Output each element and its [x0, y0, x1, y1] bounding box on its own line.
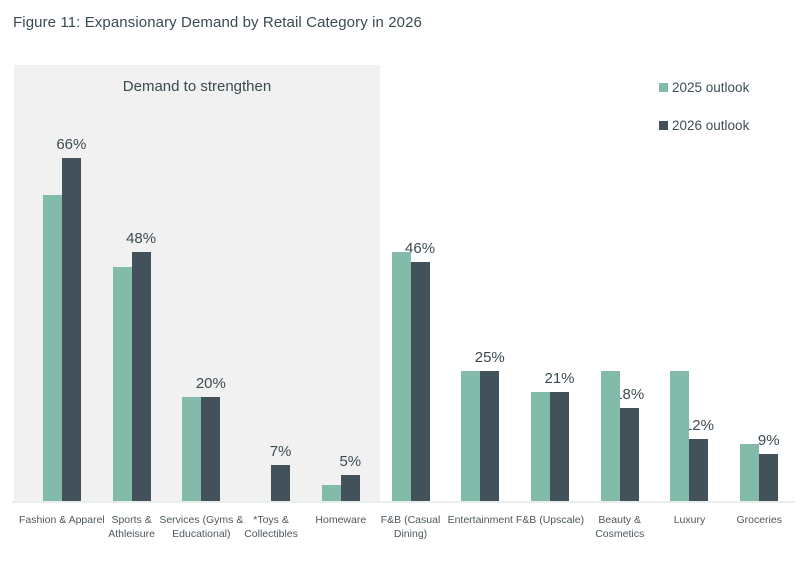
legend-swatch-icon — [659, 83, 668, 92]
bar-pair — [391, 252, 430, 501]
bar-group: 7% — [236, 65, 306, 501]
category-label: Entertainment — [447, 514, 513, 526]
category-label: Luxury — [673, 514, 706, 526]
value-label-2026: 5% — [339, 453, 362, 470]
figure-title: Figure 11: Expansionary Demand by Retail… — [13, 14, 422, 31]
bar-2025-outlook — [600, 371, 620, 501]
category-cell: Groceries — [724, 514, 794, 554]
bar-2026-outlook — [340, 475, 360, 501]
bar-2026-outlook — [480, 371, 500, 501]
x-axis-category-labels: Fashion & Apparel Sports & Athleisure Serv… — [19, 514, 794, 554]
category-cell: Sports & Athleisure — [97, 514, 167, 554]
bar-pair — [252, 465, 291, 501]
bar-2025-outlook — [740, 444, 760, 501]
plot-area: 66% 48% 20% 7% 5% 46% 25% 21% 18% 12% 9% — [27, 65, 794, 501]
bar-group: 5% — [306, 65, 376, 501]
chart-legend: 2025 outlook 2026 outlook — [659, 80, 749, 156]
annotation-box-label: Demand to strengthen — [122, 78, 272, 95]
bar-pair — [531, 392, 569, 501]
bar-2025-outlook — [112, 267, 132, 501]
value-label-2026: 66% — [56, 136, 87, 153]
bar-2026-outlook — [271, 465, 291, 501]
category-cell: Entertainment — [445, 514, 515, 554]
bar-pair — [461, 371, 500, 501]
bar-pair — [321, 475, 360, 501]
bar-2026-outlook — [689, 439, 709, 501]
category-cell: Luxury — [655, 514, 725, 554]
value-label-2026: 20% — [195, 375, 226, 392]
value-label-2026: 18% — [614, 386, 645, 403]
bar-group: 9% — [724, 65, 794, 501]
bar-pair — [182, 397, 221, 501]
category-label: F&B (Upscale) — [515, 514, 585, 526]
bar-pair — [600, 371, 639, 501]
bar-2026-outlook — [201, 397, 221, 501]
bar-2026-outlook — [61, 158, 81, 501]
bar-pair — [112, 252, 151, 501]
category-label: *Toys & Collectibles — [244, 514, 298, 540]
category-cell: F&B (Casual Dining) — [376, 514, 446, 554]
bar-group: 18% — [585, 65, 655, 501]
category-label: Groceries — [736, 514, 782, 526]
legend-item-2025-outlook: 2025 outlook — [659, 80, 749, 95]
bar-2025-outlook — [182, 397, 202, 501]
bar-2026-outlook — [759, 454, 779, 501]
value-label-2026: 46% — [405, 240, 436, 257]
bar-2025-outlook — [391, 252, 411, 501]
category-cell: Fashion & Apparel — [19, 514, 105, 554]
bar-group: 46% — [376, 65, 446, 501]
category-label: Services (Gyms & Educational) — [159, 514, 244, 540]
category-cell: Services (Gyms & Educational) — [159, 514, 243, 554]
category-label: Homeware — [315, 514, 367, 526]
legend-label: 2026 outlook — [672, 118, 750, 133]
bar-2025-outlook — [461, 371, 481, 501]
legend-item-2026-outlook: 2026 outlook — [659, 118, 749, 133]
value-label-2026: 48% — [126, 230, 157, 247]
value-label-2026: 7% — [269, 443, 292, 460]
legend-swatch-icon — [659, 121, 668, 130]
category-label: Fashion & Apparel — [18, 514, 105, 526]
category-label: Sports & Athleisure — [108, 514, 155, 540]
bar-2025-outlook — [531, 392, 550, 501]
bar-pair — [670, 371, 709, 501]
category-cell: *Toys & Collectibles — [236, 514, 306, 554]
bar-2025-outlook — [670, 371, 690, 501]
bar-group: 12% — [655, 65, 725, 501]
bar-pair — [42, 158, 81, 501]
category-label: F&B (Casual Dining) — [380, 514, 441, 540]
legend-label: 2025 outlook — [672, 80, 750, 95]
bar-pair — [740, 444, 779, 501]
bar-2026-outlook — [550, 392, 569, 501]
category-cell: Homeware — [306, 514, 376, 554]
bar-group: 25% — [445, 65, 515, 501]
bar-group: 20% — [166, 65, 236, 501]
bar-2026-outlook — [131, 252, 151, 501]
value-label-2026: 21% — [544, 370, 575, 387]
x-axis-line — [12, 501, 795, 503]
value-label-2026: 25% — [474, 349, 505, 366]
bar-2025-outlook — [42, 195, 62, 501]
category-cell: Beauty & Cosmetics — [585, 514, 655, 554]
category-cell: F&B (Upscale) — [515, 514, 585, 554]
bar-2026-outlook — [410, 262, 430, 501]
bar-2026-outlook — [619, 408, 639, 501]
bar-group: 21% — [515, 65, 585, 501]
value-label-2026: 12% — [683, 417, 714, 434]
bar-group: 66% — [27, 65, 97, 501]
bar-group: 48% — [97, 65, 167, 501]
bar-2025-outlook — [321, 485, 341, 501]
value-label-2026: 9% — [757, 432, 780, 449]
category-label: Beauty & Cosmetics — [595, 514, 645, 540]
